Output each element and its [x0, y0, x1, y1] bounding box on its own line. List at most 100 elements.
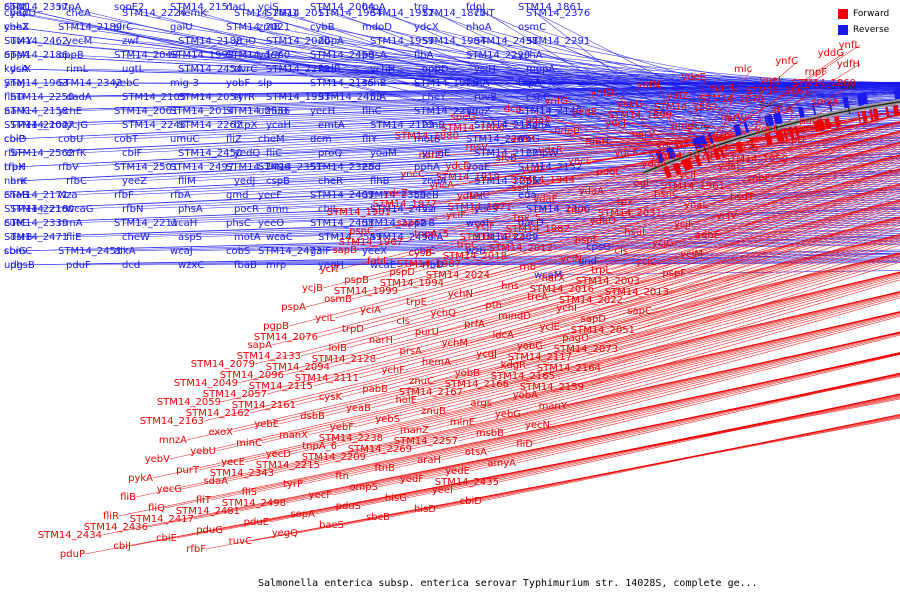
forward-gene-label: STM14_2215 — [256, 460, 320, 471]
forward-gene-label-connector — [346, 199, 900, 349]
forward-gene-label: manY — [539, 401, 568, 412]
forward-gene-label-connector — [450, 236, 900, 363]
forward-gene-label: yncE — [568, 156, 592, 167]
reverse-gene-label: STM14_2471 — [4, 232, 68, 243]
reverse-gene-label: STM14_2160 — [10, 204, 74, 215]
reverse-gene-label: ycjG — [66, 120, 88, 131]
reverse-gene-label-connector — [527, 208, 900, 224]
reverse-gene-label: sopE2 — [114, 2, 144, 13]
forward-gene-label-connector — [477, 130, 900, 246]
reverse-gene-label: STM14_2451 — [58, 246, 122, 257]
forward-gene-label: smvA — [811, 97, 839, 108]
forward-gene-label-connector — [336, 311, 900, 447]
reverse-gene-label: znuA — [422, 176, 447, 187]
reverse-gene-label: cbiO — [4, 134, 27, 145]
forward-gene-label-connector — [496, 238, 900, 355]
forward-gene-label: mindD — [498, 311, 531, 322]
reverse-gene-label: yecM — [66, 36, 92, 47]
reverse-gene-feature — [896, 87, 900, 100]
reverse-gene-label: cheZ — [4, 22, 29, 33]
forward-gene-label-connector — [651, 227, 900, 312]
reverse-gene-label: rimL — [66, 64, 89, 75]
reverse-gene-label: STM14_2389 — [474, 232, 538, 243]
forward-gene-label-connector — [256, 352, 900, 493]
reverse-gene-label-connector — [275, 180, 900, 210]
forward-gene-label-connector — [530, 204, 900, 317]
forward-gene-label: STM14_2166 — [445, 379, 509, 390]
forward-gene-feature — [749, 137, 755, 149]
map-caption: Salmonella enterica subsp. enterica sero… — [258, 578, 758, 589]
forward-gene-label: yedE — [445, 466, 470, 477]
forward-gene-label-connector — [283, 216, 900, 376]
forward-gene-label: yobA — [513, 390, 538, 401]
forward-gene-label: yebG — [495, 409, 521, 420]
reverse-gene-label: STM14_2549 — [318, 232, 382, 243]
forward-gene-feature — [705, 151, 711, 163]
forward-gene-label-connector — [564, 172, 900, 279]
reverse-gene-label: STM14_1976 — [414, 78, 478, 89]
forward-gene-label-connector — [322, 141, 900, 289]
forward-gene-label: yebS — [375, 414, 400, 425]
forward-gene-label: narX — [542, 273, 566, 284]
reverse-gene-label: wcaH — [170, 218, 197, 229]
reverse-gene-label: zntB — [258, 22, 281, 33]
forward-gene-label-connector — [433, 254, 900, 382]
forward-gene-label: STM14_2096 — [220, 370, 284, 381]
forward-gene-label: tpx_5 — [513, 213, 541, 224]
forward-gene-label: yegQ — [272, 528, 298, 539]
reverse-gene-label: STM14_2218 — [4, 204, 68, 215]
reverse-gene-label-connector — [243, 116, 900, 154]
reverse-gene-label-connector — [187, 94, 900, 126]
forward-gene-label: STM14_1944 — [511, 175, 575, 186]
forward-gene-label: ycjB — [302, 283, 323, 294]
forward-gene-label-connector — [385, 130, 900, 262]
forward-gene-label-connector — [358, 234, 900, 379]
forward-gene-label: yciC — [636, 257, 657, 268]
reverse-gene-label: ydcX — [414, 22, 439, 33]
forward-gene-label: msbB — [476, 428, 504, 439]
reverse-gene-feature — [764, 115, 769, 127]
reverse-gene-label: STM14_2105 — [122, 92, 186, 103]
forward-gene-label-connector — [532, 353, 900, 445]
forward-gene-label-connector — [414, 141, 900, 273]
forward-gene-label: STM14_1987 — [397, 259, 461, 270]
forward-gene-label: ychM — [442, 338, 468, 349]
forward-gene-label: yecE — [221, 457, 245, 468]
reverse-gene-label: edd — [362, 162, 381, 173]
forward-gene-label: minC — [236, 438, 262, 449]
reverse-gene-label: STM14_2357 — [4, 2, 68, 13]
reverse-gene-label: uvrC — [234, 64, 257, 75]
forward-gene-label: prsA — [399, 346, 422, 357]
forward-gene-label: yobG — [517, 341, 543, 352]
reverse-gene-label: cobS — [226, 246, 250, 257]
reverse-gene-label-connector — [431, 223, 900, 238]
forward-gene-label: yciE — [539, 322, 560, 333]
forward-gene-label: tpx — [617, 197, 633, 208]
forward-gene-label: yecF — [309, 490, 333, 501]
reverse-gene-label: STM14_2123 — [370, 120, 434, 131]
forward-gene-feature — [782, 128, 788, 140]
forward-gene-label-connector — [690, 148, 900, 225]
reverse-gene-label-connector — [275, 258, 900, 266]
reverse-gene-label: fliC — [266, 148, 282, 159]
reverse-gene-label-connector — [431, 12, 745, 128]
reverse-gene-label-connector — [235, 236, 900, 252]
reverse-gene-label: sohB — [362, 78, 387, 89]
reverse-gene-label-connector — [179, 26, 775, 120]
forward-gene-label: STM14_2128 — [312, 354, 376, 365]
forward-gene-label-connector — [617, 261, 900, 350]
forward-gene-label: cbiJ — [113, 541, 131, 552]
forward-gene-label: trpE — [406, 297, 427, 308]
forward-gene-label: STM14_1994 — [380, 278, 444, 289]
reverse-gene-label: wcaM — [534, 270, 562, 281]
reverse-gene-label: STM14_1998 — [170, 50, 234, 61]
reverse-gene-label: cbiC — [414, 246, 436, 257]
reverse-gene-label: rfbH — [4, 148, 26, 159]
forward-gene-label: STM14_1860 — [792, 78, 856, 89]
forward-gene-label: ydaA — [579, 186, 604, 197]
forward-gene-label-connector — [622, 208, 900, 301]
reverse-gene-label-connector — [319, 200, 900, 224]
forward-gene-label: ydcF — [614, 148, 638, 159]
reverse-gene-label-connector — [243, 257, 900, 266]
